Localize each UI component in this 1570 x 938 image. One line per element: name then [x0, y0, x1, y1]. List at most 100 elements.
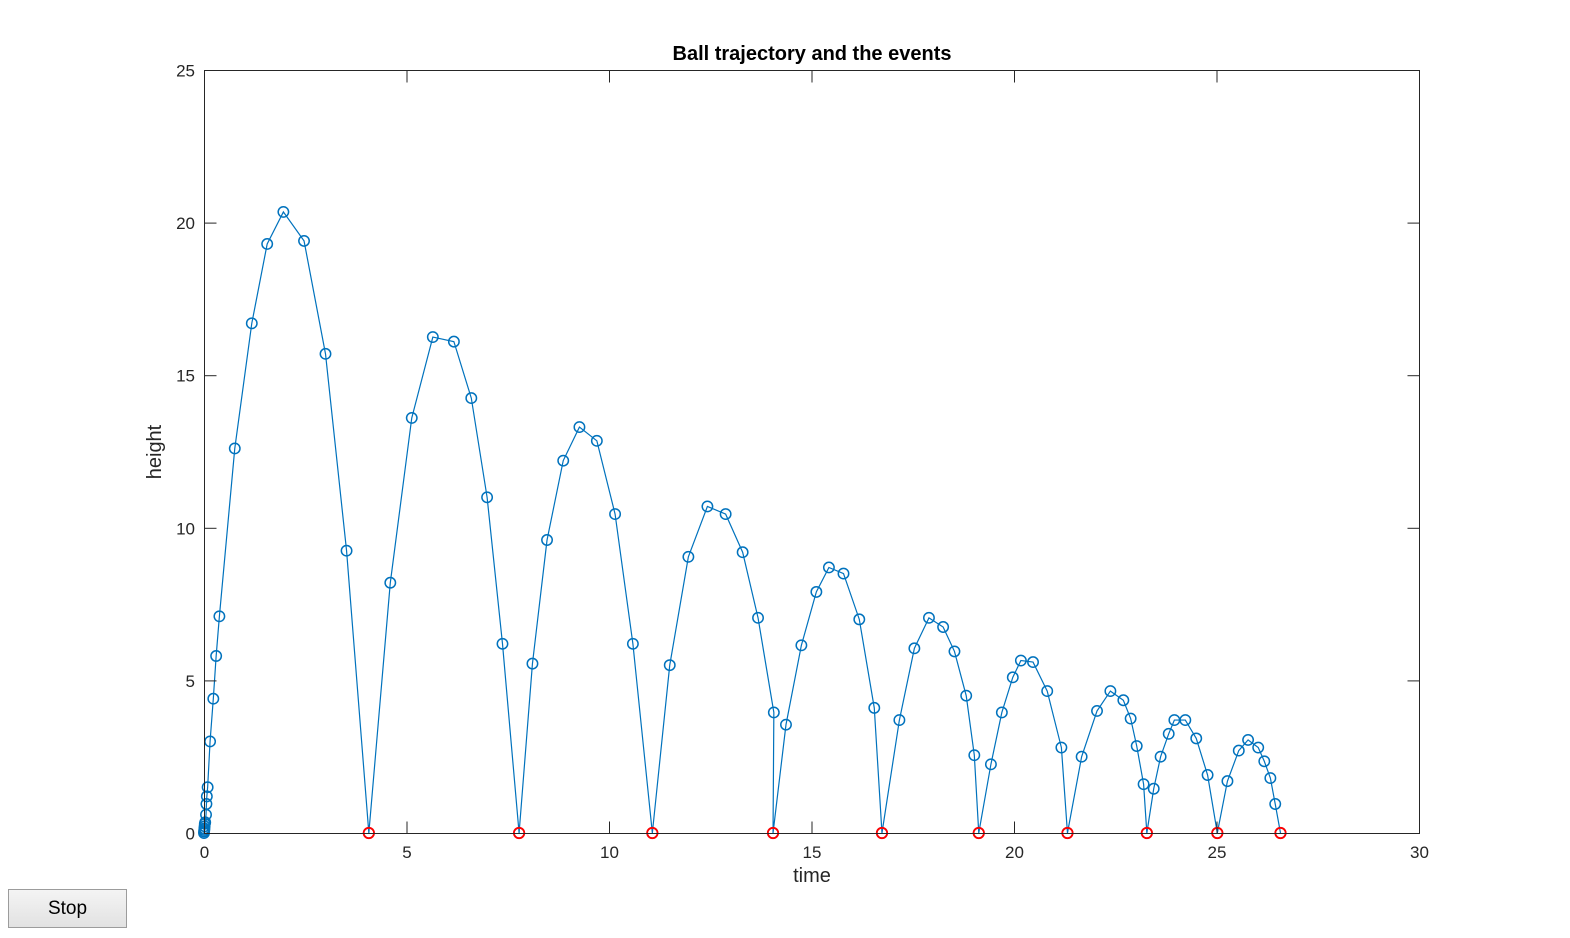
x-tick-label: 15 — [803, 843, 822, 862]
y-tick-label: 15 — [176, 367, 195, 386]
trajectory-point — [1117, 694, 1130, 707]
trajectory-point — [752, 611, 764, 624]
trajectory-point — [1221, 775, 1234, 788]
trajectory-point — [1006, 671, 1019, 684]
trajectory-point — [908, 642, 921, 655]
y-tick-label: 20 — [176, 214, 195, 233]
x-tick-label: 10 — [600, 843, 619, 862]
trajectory-point — [1258, 755, 1271, 768]
trajectory-point — [426, 331, 439, 343]
trajectory-point — [837, 567, 850, 580]
axes-box — [204, 70, 1420, 834]
trajectory-point — [736, 546, 749, 559]
trajectory-point — [298, 234, 310, 247]
trajectory-point — [405, 411, 418, 424]
trajectory-point — [1055, 741, 1068, 754]
trajectory-point — [201, 781, 214, 794]
trajectory-point — [465, 392, 478, 405]
trajectory-point — [481, 491, 494, 504]
trajectory-point — [573, 421, 586, 434]
trajectory-point — [1104, 685, 1117, 698]
trajectory-point — [923, 611, 935, 624]
trajectory-point — [663, 659, 676, 672]
x-tick-label: 5 — [402, 843, 411, 862]
trajectory-point — [767, 706, 780, 719]
trajectory-point — [868, 701, 881, 714]
chart-title: Ball trajectory and the events — [673, 43, 952, 65]
trajectory-point — [207, 692, 220, 705]
trajectory-point — [719, 508, 732, 521]
tick-labels: 0 5 10 15 20 25 30 0 5 10 15 20 25 — [176, 62, 1429, 863]
trajectory-point — [780, 718, 792, 731]
trajectory-point — [210, 650, 223, 662]
trajectory-point — [701, 500, 714, 513]
axes-background — [204, 70, 1420, 834]
x-tick-label: 0 — [200, 843, 209, 862]
trajectory-point — [984, 758, 997, 771]
plot-area — [198, 70, 1420, 840]
trajectory-point — [822, 561, 835, 574]
trajectory-point — [1201, 769, 1214, 781]
trajectory-point — [609, 508, 622, 521]
x-tick-label: 25 — [1208, 843, 1227, 862]
trajectory-point — [590, 434, 603, 447]
trajectory-point — [1130, 740, 1143, 752]
y-tick-label: 0 — [186, 825, 195, 844]
trajectory-point — [340, 544, 353, 557]
y-axis-label: height — [144, 424, 166, 479]
trajectory-point — [557, 454, 570, 467]
trajectory-point — [496, 637, 509, 650]
trajectory-point — [626, 637, 639, 650]
trajectory-point — [1190, 732, 1203, 745]
trajectory-point — [319, 347, 332, 360]
trajectory-point — [810, 585, 823, 598]
trajectory-point — [1075, 750, 1088, 763]
trajectory-point — [1162, 727, 1175, 740]
y-tick-label: 5 — [186, 672, 195, 691]
trajectory-point — [541, 534, 553, 546]
trajectory-point — [1179, 714, 1192, 727]
x-tick-label: 30 — [1410, 843, 1429, 862]
trajectory-point — [1041, 685, 1054, 698]
trajectory-point — [893, 714, 906, 727]
trajectory-point — [948, 645, 961, 658]
trajectory-point — [937, 621, 950, 633]
trajectory-point — [1147, 782, 1160, 795]
trajectory-point — [447, 335, 460, 348]
trajectory-point — [853, 613, 866, 626]
trajectory-point — [199, 816, 212, 829]
trajectory-point — [1014, 654, 1027, 667]
trajectory-point — [261, 238, 274, 250]
series-layer — [198, 205, 1287, 840]
trajectory-point — [1091, 704, 1103, 717]
y-tick-label: 10 — [176, 519, 195, 538]
trajectory-point — [1154, 750, 1167, 763]
trajectory-point — [228, 442, 241, 455]
trajectory-line — [203, 210, 1282, 834]
trajectory-point — [795, 639, 808, 652]
trajectory-point — [1264, 772, 1277, 785]
x-axis-label: time — [793, 865, 831, 887]
trajectory-point — [1124, 712, 1137, 725]
trajectory-point — [968, 749, 981, 762]
trajectory-point — [995, 706, 1008, 719]
trajectory-point — [1252, 741, 1265, 754]
trajectory-point — [682, 550, 695, 563]
trajectory-point — [960, 689, 973, 702]
trajectory-point — [277, 205, 290, 218]
trajectory-point — [200, 790, 213, 803]
trajectory-point — [1027, 656, 1039, 669]
trajectory-point — [1137, 778, 1150, 791]
trajectory-point — [1242, 733, 1255, 746]
stop-button[interactable]: Stop — [8, 889, 127, 928]
trajectory-point — [245, 317, 258, 330]
trajectory-point — [1269, 798, 1282, 810]
trajectory-point — [384, 576, 397, 589]
trajectory-point — [1232, 744, 1245, 757]
trajectory-point — [200, 798, 213, 810]
x-tick-label: 20 — [1005, 843, 1024, 862]
y-tick-label: 25 — [176, 62, 195, 81]
trajectory-point — [213, 610, 226, 623]
trajectory-point — [526, 657, 539, 670]
